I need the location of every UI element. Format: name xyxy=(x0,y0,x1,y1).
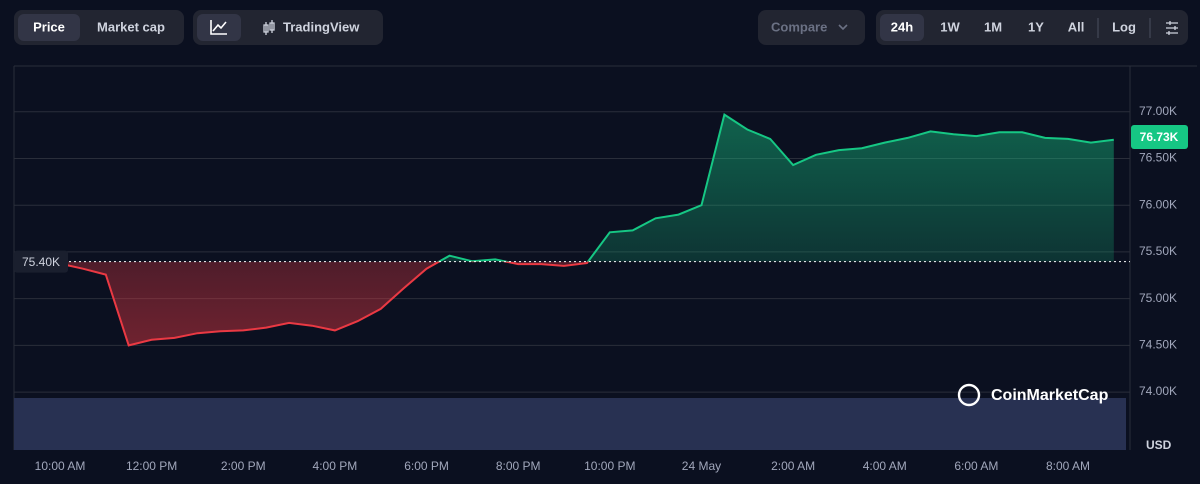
x-tick-label: 10:00 PM xyxy=(584,459,635,473)
range-button[interactable]: All xyxy=(1068,19,1085,34)
chevron-icon xyxy=(838,24,848,31)
price-button[interactable] xyxy=(18,14,80,41)
watermark: CoinMarketCap xyxy=(991,387,1109,404)
x-tick-label: 10:00 AM xyxy=(35,459,86,473)
range-button[interactable]: 24h xyxy=(891,19,913,34)
active-range[interactable] xyxy=(880,14,924,41)
y-tick-label: 77.00K xyxy=(1139,104,1177,118)
settings-icon[interactable] xyxy=(1166,21,1178,35)
y-tick-label: 76.50K xyxy=(1139,151,1177,165)
area-down xyxy=(60,261,1114,346)
line-chart-button[interactable] xyxy=(197,14,241,41)
tradingview-label[interactable]: TradingView xyxy=(283,19,360,34)
y-unit: USD xyxy=(1146,438,1172,452)
y-tick-label: 74.00K xyxy=(1139,384,1177,398)
x-tick-label: 6:00 PM xyxy=(404,459,449,473)
y-tick-label: 75.50K xyxy=(1139,244,1177,258)
baseline-label: 75.40K xyxy=(22,255,60,269)
baseline-label-box xyxy=(14,250,68,273)
price-label[interactable]: Price xyxy=(33,19,65,34)
x-tick-label: 8:00 AM xyxy=(1046,459,1090,473)
log-button[interactable]: Log xyxy=(1112,19,1136,34)
x-tick-label: 6:00 AM xyxy=(954,459,998,473)
price-line-down xyxy=(59,261,590,347)
x-tick-label: 2:00 PM xyxy=(221,459,266,473)
range-button[interactable]: 1Y xyxy=(1028,19,1044,34)
line-chart-icon xyxy=(210,20,227,35)
x-tick-label: 4:00 PM xyxy=(313,459,358,473)
candle-icon xyxy=(263,20,275,35)
range-button[interactable]: 1W xyxy=(940,19,960,34)
range-button[interactable]: 1M xyxy=(984,19,1002,34)
price-line-up xyxy=(436,112,1114,262)
y-tick-label: 75.00K xyxy=(1139,291,1177,305)
market-cap-label[interactable]: Market cap xyxy=(97,19,165,34)
x-tick-label: 2:00 AM xyxy=(771,459,815,473)
x-tick-label: 12:00 PM xyxy=(126,459,177,473)
x-tick-label: 8:00 PM xyxy=(496,459,541,473)
y-tick-label: 76.00K xyxy=(1139,197,1177,211)
area-up xyxy=(438,114,1114,262)
compare-button[interactable] xyxy=(758,10,865,45)
logo-icon xyxy=(957,383,981,407)
y-tick-label: 74.50K xyxy=(1139,338,1177,352)
volume-band xyxy=(14,398,1126,450)
x-tick-label: 4:00 AM xyxy=(863,459,907,473)
x-tick-label: 24 May xyxy=(682,459,721,473)
last-price-label: 76.73K xyxy=(1140,130,1179,144)
compare-label[interactable]: Compare xyxy=(771,19,827,34)
range-group xyxy=(876,10,1188,45)
last-price-box xyxy=(1131,125,1188,150)
